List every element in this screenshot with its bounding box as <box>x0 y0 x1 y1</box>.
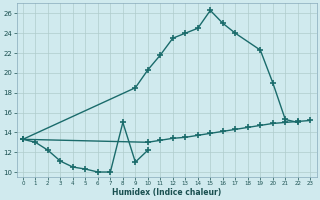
X-axis label: Humidex (Indice chaleur): Humidex (Indice chaleur) <box>112 188 221 197</box>
